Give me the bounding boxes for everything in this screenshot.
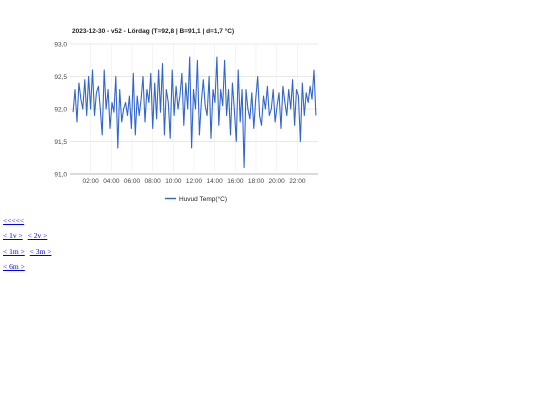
nav-link-back-far[interactable]: <<<<< xyxy=(3,216,25,225)
navigation-links: <<<<< < 1v > < 2v > < 1m > < 3m > < 6m > xyxy=(3,213,54,274)
nav-link-6m[interactable]: < 6m > xyxy=(3,261,25,271)
nav-link-2v[interactable]: < 2v > xyxy=(27,231,48,241)
x-tick-label: 08:00 xyxy=(145,178,162,185)
nav-row-1: <<<<< xyxy=(3,213,54,228)
x-axis-ticks: 02:00 04:00 06:00 08:00 10:00 12:00 14:00 16:00… xyxy=(83,178,306,185)
chart-legend: Huvud Temp(°C) xyxy=(165,195,227,203)
x-tick-label: 16:00 xyxy=(227,178,244,185)
chart-grid xyxy=(70,43,318,175)
x-tick-label: 18:00 xyxy=(248,178,265,185)
y-tick-label: 92,5 xyxy=(54,74,67,81)
nav-row-3: < 1m > < 3m > xyxy=(3,244,54,259)
nav-link-3m[interactable]: < 3m > xyxy=(29,246,52,256)
nav-row-2: < 1v > < 2v > xyxy=(3,228,54,243)
y-axis-ticks: 91,0 91,5 92,0 92,5 93,0 xyxy=(54,41,67,178)
temperature-chart: 2023-12-30 - v52 - Lördag (T=92,8 | B=91… xyxy=(54,27,318,203)
series-line xyxy=(72,56,317,169)
legend-label: Huvud Temp(°C) xyxy=(179,195,227,203)
x-tick-label: 04:00 xyxy=(103,178,120,185)
nav-link-1m[interactable]: < 1m > xyxy=(3,246,25,256)
y-tick-label: 91,0 xyxy=(54,171,67,178)
x-tick-label: 20:00 xyxy=(269,178,286,185)
y-tick-label: 93,0 xyxy=(54,41,67,48)
nav-link-1v[interactable]: < 1v > xyxy=(3,231,23,241)
x-tick-label: 02:00 xyxy=(83,178,100,185)
x-tick-label: 10:00 xyxy=(165,178,182,185)
chart-title: 2023-12-30 - v52 - Lördag (T=92,8 | B=91… xyxy=(72,27,234,35)
y-tick-label: 92,0 xyxy=(54,106,67,113)
chart-series xyxy=(72,56,317,169)
x-tick-label: 14:00 xyxy=(207,178,224,185)
x-tick-label: 12:00 xyxy=(186,178,203,185)
nav-row-4: < 6m > xyxy=(3,259,54,274)
y-tick-label: 91,5 xyxy=(54,139,67,146)
x-tick-label: 22:00 xyxy=(289,178,306,185)
x-tick-label: 06:00 xyxy=(124,178,141,185)
